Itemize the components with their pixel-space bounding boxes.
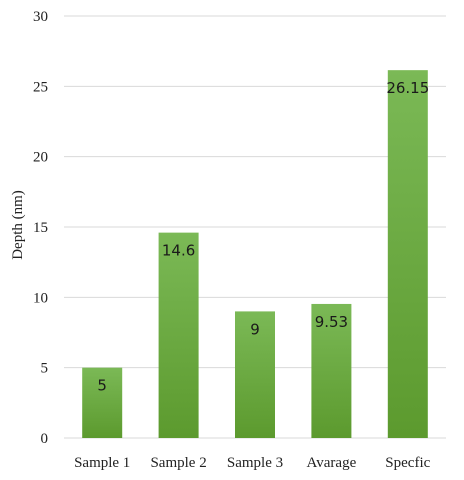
bar-data-label: 14.6 xyxy=(162,242,195,260)
gridlines xyxy=(64,15,446,439)
bar-data-label: 5 xyxy=(97,377,107,395)
x-tick-label: Sample 3 xyxy=(227,455,283,471)
y-tick-label: 20 xyxy=(33,150,48,166)
bar-specfic xyxy=(387,70,428,438)
bar-sample-3 xyxy=(235,311,275,438)
y-tick-label: 10 xyxy=(33,290,48,306)
bars: 5 14.6 9 9.53 26.15 xyxy=(82,70,429,438)
y-axis-label: Depth (nm) xyxy=(10,190,26,260)
x-axis-ticks: Sample 1 Sample 2 Sample 3 Avarage Specfic xyxy=(74,455,431,471)
bar-data-label: 9.53 xyxy=(315,313,348,331)
y-tick-label: 30 xyxy=(33,9,48,25)
x-tick-label: Sample 1 xyxy=(74,455,130,471)
y-tick-label: 5 xyxy=(41,361,49,377)
x-tick-label: Avarage xyxy=(307,455,357,471)
x-tick-label: Specfic xyxy=(385,455,430,471)
bar-data-label: 9 xyxy=(250,320,260,338)
y-tick-label: 25 xyxy=(33,79,48,95)
x-tick-label: Sample 2 xyxy=(150,455,206,471)
bar-sample-2 xyxy=(158,232,199,438)
y-tick-label: 0 xyxy=(41,431,49,447)
bar-avarage xyxy=(311,303,352,438)
y-axis-ticks: 0 5 10 15 20 25 30 xyxy=(33,9,48,447)
bar-sample-1 xyxy=(82,367,123,438)
bar-data-label: 26.15 xyxy=(386,79,429,97)
y-tick-label: 15 xyxy=(33,220,48,236)
